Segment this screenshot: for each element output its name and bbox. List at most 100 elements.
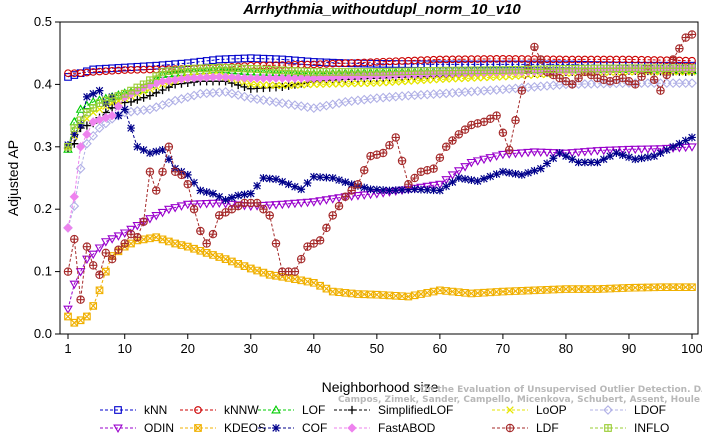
data-point-loop (404, 77, 413, 86)
data-point-inflo (133, 83, 142, 92)
data-point-ldf (404, 180, 413, 189)
data-point-odin (82, 255, 92, 265)
data-point-loop (436, 75, 444, 84)
y-tick-label: 0.2 (34, 201, 52, 216)
data-point-cof (599, 155, 608, 164)
data-point-loop (467, 74, 476, 82)
data-point-odin (189, 200, 199, 209)
data-point-kdeos (530, 286, 539, 295)
data-point-ldf (259, 204, 268, 214)
data-point-kdeos (366, 290, 375, 299)
legend-marker-ldf (505, 423, 515, 433)
x-tick-label: 40 (307, 341, 321, 356)
data-point-kdeos (391, 291, 400, 300)
data-point-odin (308, 198, 319, 207)
data-point-loop (473, 74, 482, 82)
legend-label-simplifiedlof: SimplifiedLOF (378, 403, 453, 417)
data-point-cof (681, 136, 690, 145)
data-point-cof (202, 188, 211, 196)
data-point-loop (291, 81, 299, 89)
data-point-ldf (196, 226, 205, 236)
data-point-ldf (410, 173, 419, 183)
data-point-loop (360, 79, 369, 88)
series-ldf (63, 30, 697, 304)
watermark-line: On the Evaluation of Unsupervised Outlie… (420, 385, 702, 395)
data-point-ldf (668, 55, 678, 64)
data-point-ldof (233, 90, 244, 100)
data-point-ldf (202, 239, 211, 248)
data-point-loop (505, 72, 513, 81)
data-point-odin (573, 148, 584, 158)
data-point-odin (302, 198, 313, 208)
data-point-kdeos (127, 239, 135, 248)
data-point-odin (100, 238, 111, 247)
data-point-ldof (687, 78, 697, 89)
data-point-odin (453, 167, 464, 176)
data-point-loop (83, 114, 91, 123)
data-point-kdeos (347, 289, 356, 298)
data-point-odin (567, 149, 578, 158)
data-point-ldf (675, 44, 684, 53)
legend-label-knn: kNN (144, 403, 167, 417)
data-point-cof (89, 89, 98, 98)
data-point-kdeos (681, 283, 690, 292)
y-tick-label: 0.0 (34, 326, 52, 341)
legend-marker-odin (113, 424, 123, 434)
data-point-ldf (593, 73, 602, 83)
data-point-odin (535, 148, 546, 158)
data-point-odin (327, 195, 338, 204)
data-point-ldof (680, 78, 691, 89)
series-kdeos (64, 233, 696, 327)
data-point-fastabod (202, 72, 212, 83)
data-point-odin (579, 148, 590, 157)
legend-item-ldof: LDOF (590, 403, 666, 417)
data-point-odin (94, 244, 105, 253)
data-point-fastabod (309, 73, 319, 83)
data-point-loop (278, 81, 287, 90)
data-point-cof (524, 168, 533, 177)
data-point-loop (316, 80, 324, 89)
data-point-odin (586, 147, 597, 157)
data-point-fastabod (239, 73, 250, 83)
data-point-kdeos (171, 239, 180, 248)
data-point-cof (587, 158, 596, 167)
x-axis-label: Neighborhood size (322, 379, 439, 395)
data-point-kdeos (606, 284, 614, 293)
data-point-loop (347, 79, 356, 88)
data-point-ldof (636, 78, 647, 89)
data-point-kdeos (688, 283, 696, 292)
data-point-cof (492, 170, 501, 178)
data-point-cof (196, 186, 205, 195)
data-point-loop (442, 75, 450, 83)
data-point-odin (605, 146, 615, 156)
data-point-cof (95, 86, 104, 95)
data-point-ldf (567, 80, 577, 89)
data-point-loop (366, 79, 375, 88)
data-point-cof (650, 152, 659, 161)
data-point-fastabod (265, 73, 275, 83)
data-point-ldof (245, 93, 256, 104)
data-point-kdeos (215, 253, 224, 261)
legend-label-ldf: LDF (536, 421, 559, 434)
data-point-ldf (504, 145, 514, 155)
data-point-inflo (108, 94, 116, 102)
data-point-ldf (183, 180, 193, 189)
data-point-odin (687, 143, 697, 152)
data-point-loop (284, 81, 293, 90)
y-tick-label: 0.3 (34, 139, 52, 154)
data-point-ldof (290, 100, 300, 110)
data-point-ldf (372, 150, 382, 159)
data-point-kdeos (562, 285, 570, 293)
data-point-ldf (145, 167, 155, 176)
legend-marker-knnw (194, 406, 202, 414)
data-point-loop (429, 76, 438, 84)
x-tick-label: 100 (681, 341, 702, 356)
data-point-ldf (397, 156, 407, 166)
data-point-cof (127, 124, 135, 132)
data-point-loop (265, 81, 274, 89)
data-point-ldf (359, 165, 369, 175)
x-tick-label: 20 (181, 341, 195, 356)
legend-label-lof: LOF (302, 403, 325, 417)
legend-item-inflo: INFLO (590, 421, 669, 434)
data-point-loop (335, 80, 343, 88)
